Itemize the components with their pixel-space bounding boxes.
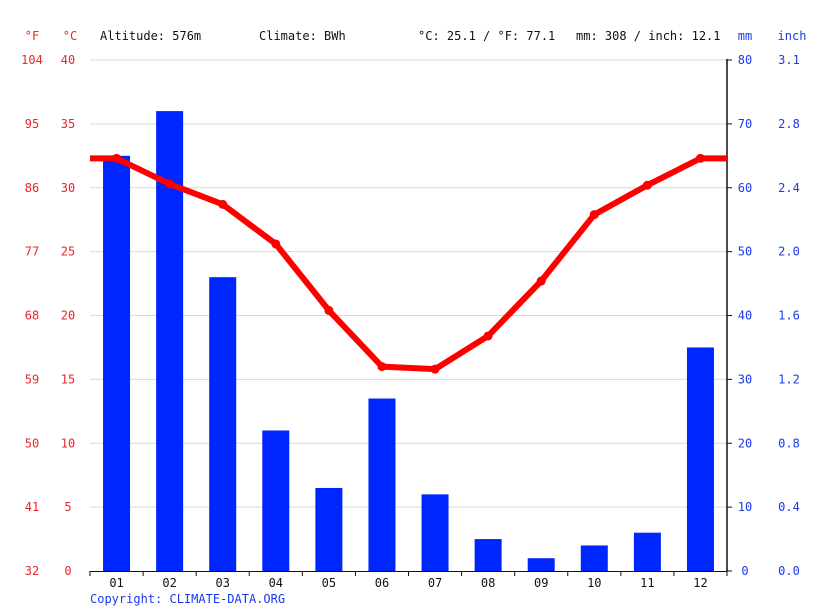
inch-tick-label: 2.0 (778, 245, 800, 259)
temperature-point (642, 180, 652, 190)
fahrenheit-tick-label: 32 (25, 564, 39, 578)
fahrenheit-tick-label: 59 (25, 372, 39, 386)
celsius-tick-label: 25 (61, 245, 75, 259)
precipitation-total-label: mm: 308 / inch: 12.1 (576, 29, 721, 43)
inch-tick-label: 0.8 (778, 436, 800, 450)
inch-tick-label: 0.0 (778, 564, 800, 578)
month-tick-label: 02 (162, 576, 176, 590)
unit-f-label: °F (25, 29, 39, 43)
inch-tick-label: 0.4 (778, 500, 800, 514)
inch-tick-label: 3.1 (778, 53, 800, 67)
month-tick-label: 10 (587, 576, 601, 590)
fahrenheit-tick-label: 77 (25, 245, 39, 259)
temperature-point (165, 179, 175, 189)
precipitation-bar (368, 398, 396, 571)
inch-tick-label: 1.6 (778, 309, 800, 323)
temperature-average-label: °C: 25.1 / °F: 77.1 (418, 29, 555, 43)
altitude-label: Altitude: 576m (100, 29, 201, 43)
temperature-point (218, 199, 228, 209)
celsius-tick-label: 35 (61, 117, 75, 131)
celsius-tick-label: 15 (61, 372, 75, 386)
inch-axis: 0.0 0.4 0.8 1.2 1.6 2.0 2.4 2.8 3.1 (778, 53, 800, 578)
millimeter-tick-label: 0 (741, 564, 748, 578)
month-tick-label: 05 (322, 576, 336, 590)
millimeter-tick-label: 10 (738, 500, 752, 514)
celsius-tick-label: 10 (61, 436, 75, 450)
temperature-point (324, 305, 334, 315)
fahrenheit-tick-label: 41 (25, 500, 39, 514)
millimeter-tick-label: 70 (738, 117, 752, 131)
grid-lines (90, 59, 727, 508)
month-tick-label: 06 (375, 576, 389, 590)
precipitation-bars (103, 111, 714, 571)
month-tick-label: 11 (640, 576, 654, 590)
precipitation-bar (315, 487, 343, 571)
temperature-point (695, 153, 705, 163)
millimeter-tick-label: 40 (738, 309, 752, 323)
precipitation-bar (527, 558, 555, 571)
unit-c-label: °C (63, 29, 77, 43)
temperature-point (271, 239, 281, 249)
month-tick-label: 04 (269, 576, 283, 590)
inch-tick-label: 1.2 (778, 372, 800, 386)
inch-tick-label: 2.4 (778, 181, 800, 195)
celsius-tick-label: 0 (64, 564, 71, 578)
millimeter-tick-label: 80 (738, 53, 752, 67)
copyright-link[interactable]: Copyright: CLIMATE-DATA.ORG (90, 592, 285, 606)
unit-inch-label: inch (778, 29, 807, 43)
celsius-tick-label: 20 (61, 309, 75, 323)
precipitation-bar (262, 430, 290, 571)
millimeter-tick-label: 60 (738, 181, 752, 195)
climate-label: Climate: BWh (259, 29, 346, 43)
temperature-line-path (90, 155, 727, 373)
fahrenheit-tick-label: 86 (25, 181, 39, 195)
temperature-point (483, 331, 493, 341)
millimeter-tick-label: 30 (738, 372, 752, 386)
precipitation-bar (103, 155, 131, 571)
month-tick-label: 08 (481, 576, 495, 590)
month-axis: 01 02 03 04 05 06 07 08 09 10 11 12 (89, 571, 728, 590)
celsius-tick-label: 40 (61, 53, 75, 67)
celsius-tick-label: 30 (61, 181, 75, 195)
precipitation-bar (580, 545, 608, 571)
millimeter-tick-label: 20 (738, 436, 752, 450)
temperature-point (536, 276, 546, 286)
temperature-point (589, 210, 599, 220)
precipitation-bar (209, 277, 237, 571)
fahrenheit-axis: 32 41 50 59 68 77 86 95 104 (21, 53, 43, 578)
temperature-point (430, 364, 440, 374)
celsius-tick-label: 5 (64, 500, 71, 514)
fahrenheit-tick-label: 50 (25, 436, 39, 450)
month-tick-label: 01 (109, 576, 123, 590)
month-tick-label: 03 (215, 576, 229, 590)
fahrenheit-tick-label: 95 (25, 117, 39, 131)
month-tick-label: 07 (428, 576, 442, 590)
celsius-axis: 0 5 10 15 20 25 30 35 40 (61, 53, 75, 578)
precipitation-bar (686, 347, 714, 571)
fahrenheit-tick-label: 68 (25, 309, 39, 323)
temperature-point (377, 362, 387, 372)
millimeter-tick-label: 50 (738, 245, 752, 259)
fahrenheit-tick-label: 104 (21, 53, 43, 67)
unit-mm-label: mm (738, 29, 752, 43)
precipitation-bar (633, 532, 661, 571)
millimeter-axis: 0 10 20 30 40 50 60 70 80 (727, 53, 752, 578)
month-tick-label: 09 (534, 576, 548, 590)
temperature-line (90, 153, 727, 374)
precipitation-bar (474, 539, 502, 571)
precipitation-bar (421, 494, 449, 571)
inch-tick-label: 2.8 (778, 117, 800, 131)
temperature-point (112, 153, 122, 163)
month-tick-label: 12 (693, 576, 707, 590)
